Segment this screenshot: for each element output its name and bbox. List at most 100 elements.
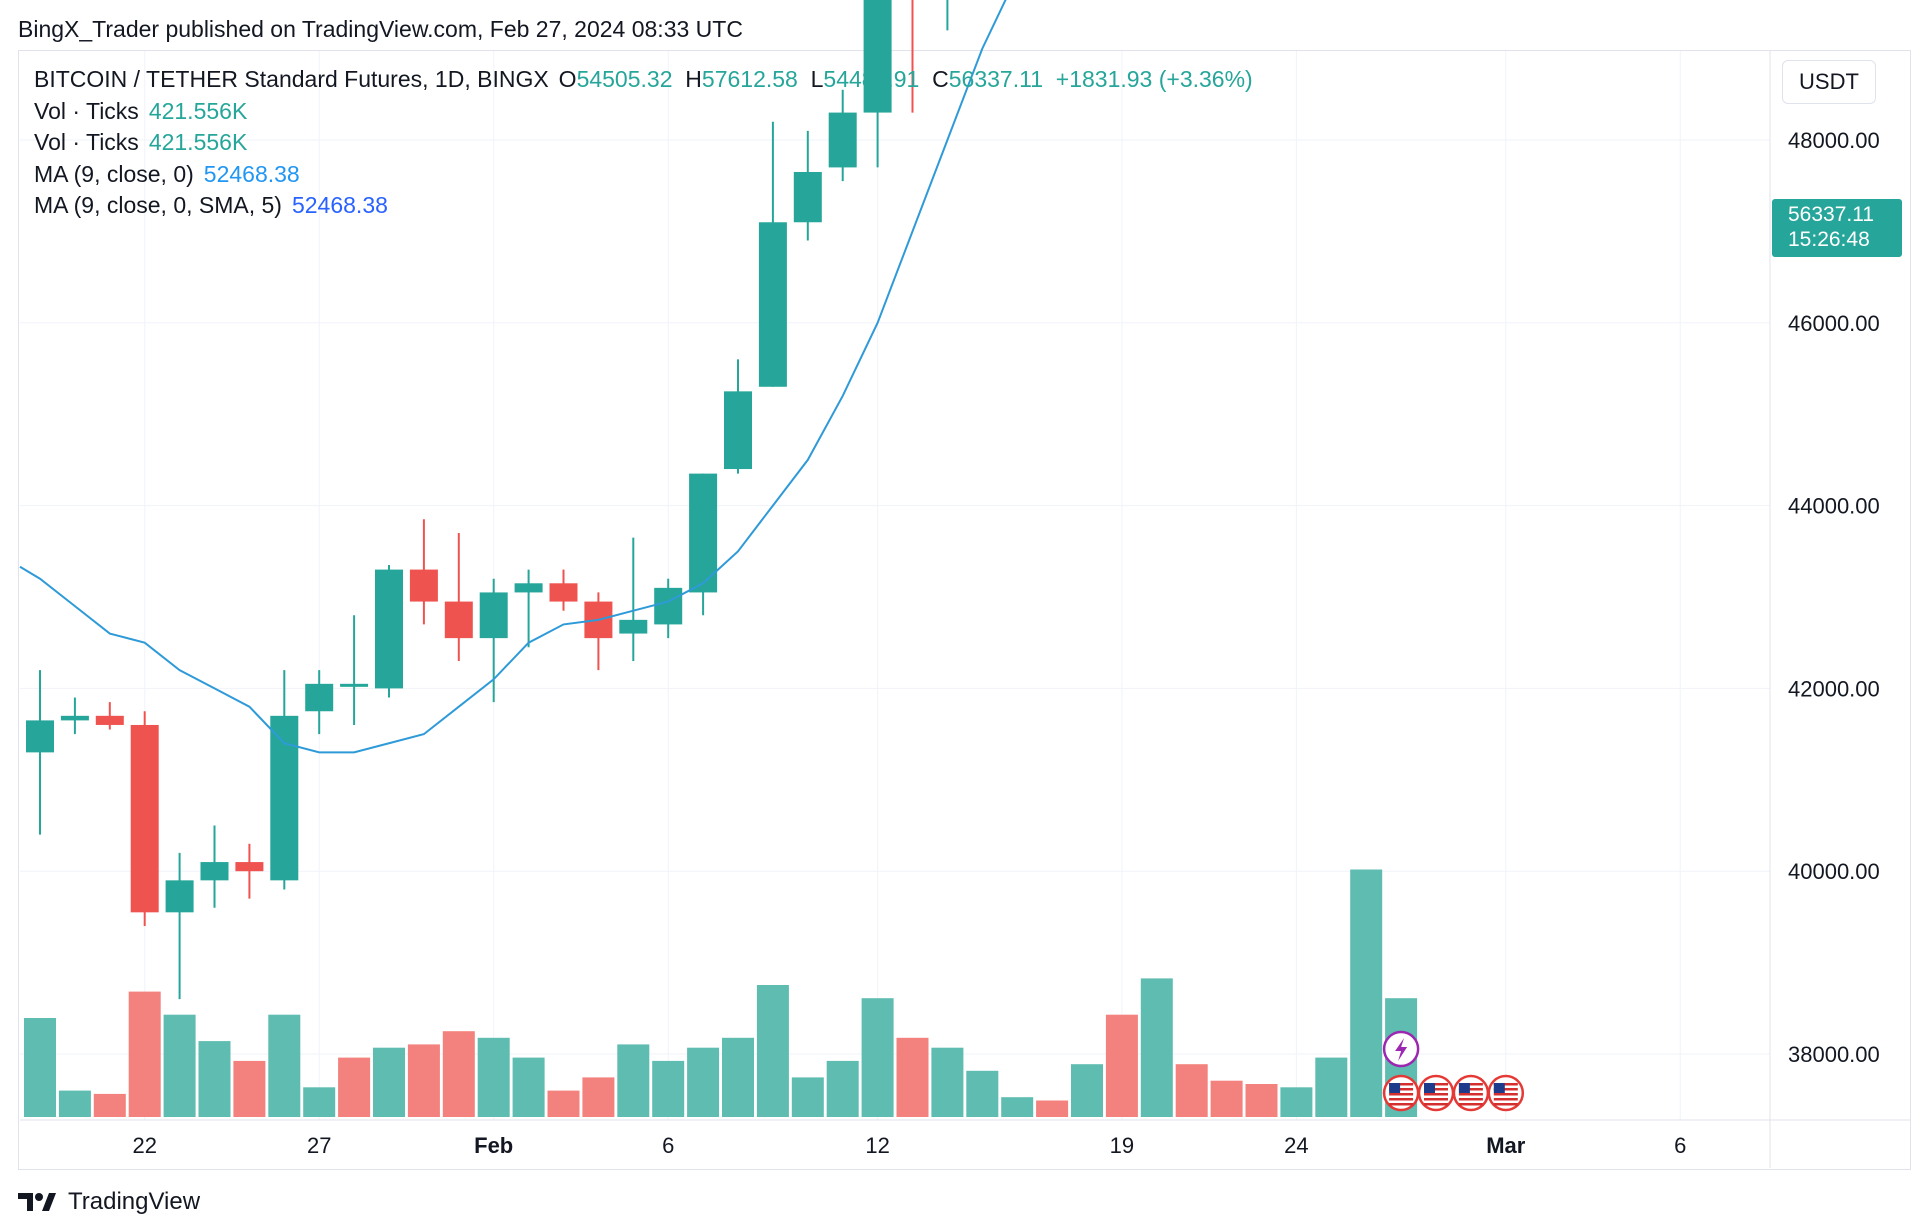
volume-bar <box>1036 1100 1069 1117</box>
candle <box>828 89 857 182</box>
y-tick-label: 38000.00 <box>1788 1042 1880 1067</box>
lightning-bolt <box>1395 1038 1408 1061</box>
x-tick-label: 27 <box>307 1133 331 1158</box>
x-tick-label: 22 <box>132 1133 156 1158</box>
flag-canton <box>1389 1083 1401 1093</box>
y-tick-label: 44000.00 <box>1788 494 1880 519</box>
flag-stripe <box>1458 1093 1483 1096</box>
high-value: 57612.58 <box>701 66 798 92</box>
currency-selector[interactable]: USDT <box>1782 60 1876 104</box>
change-value: +1831.93 (+3.36%) <box>1055 66 1253 92</box>
candle <box>793 130 822 241</box>
volume-bar <box>1315 1057 1348 1117</box>
tradingview-logo-icon <box>18 1193 56 1211</box>
ma-sma-value: 52468.38 <box>291 192 388 218</box>
candle <box>758 121 787 387</box>
flag-stripe <box>1493 1088 1518 1091</box>
ma-label: MA (9, close, 0) <box>34 160 194 187</box>
volume-bar <box>791 1077 824 1117</box>
flag-stripe <box>1424 1093 1448 1096</box>
y-tick-label: 42000.00 <box>1788 676 1880 701</box>
candle <box>340 615 369 725</box>
candle <box>305 670 334 735</box>
candle-body <box>479 592 508 639</box>
volume-bar <box>1001 1097 1034 1117</box>
candle <box>946 0 949 31</box>
us-flag-icon <box>1452 1074 1490 1112</box>
ma-value: 52468.38 <box>203 160 300 187</box>
volume-bar <box>1210 1080 1243 1117</box>
candle-body <box>793 171 822 223</box>
candle-body <box>654 587 683 625</box>
legend-ma-row-1[interactable]: MA (9, close, 0) 52468.38 <box>34 159 1253 191</box>
candle <box>95 702 124 730</box>
candle-body <box>689 473 718 593</box>
legend-volume-row-2[interactable]: Vol · Ticks 421.556K <box>34 127 1253 159</box>
y-tick-label: 46000.00 <box>1788 311 1880 336</box>
chart-legend: BITCOIN / TETHER Standard Futures, 1D, B… <box>34 64 1253 222</box>
lightning-icon <box>1382 1030 1420 1068</box>
volume-bar <box>268 1014 301 1117</box>
x-tick-label: 12 <box>865 1133 889 1158</box>
candle <box>863 0 892 168</box>
candle-body <box>270 715 299 881</box>
volume-bar <box>1175 1064 1208 1117</box>
legend-ohlc-row: BITCOIN / TETHER Standard Futures, 1D, B… <box>34 64 1253 96</box>
publisher-header: BingX_Trader published on TradingView.co… <box>18 16 743 42</box>
volume-bar <box>896 1037 929 1117</box>
volume-bar <box>1245 1084 1278 1117</box>
volume-bar <box>1140 978 1173 1117</box>
flag-stripe <box>1493 1098 1518 1101</box>
legend-ma-row-2[interactable]: MA (9, close, 0, SMA, 5) 52468.38 <box>34 190 1253 222</box>
flag-stripe <box>1424 1088 1448 1091</box>
low-label: L <box>810 66 824 92</box>
candle <box>619 537 648 661</box>
candle <box>235 843 264 899</box>
flag-stripe <box>1424 1103 1448 1106</box>
flag-stripe <box>1458 1088 1483 1091</box>
flag-canton <box>1493 1083 1505 1093</box>
candle-body <box>444 601 473 639</box>
volume-bar <box>826 1060 859 1117</box>
volume-label: Vol · Ticks <box>34 97 139 124</box>
volume-value: 421.556K <box>148 129 248 155</box>
flag-canton <box>1458 1083 1470 1093</box>
low-value: 54483.91 <box>823 66 920 92</box>
x-tick-label: Feb <box>474 1133 513 1158</box>
volume-bar <box>128 991 161 1117</box>
candle-body <box>130 724 159 913</box>
volume-bar <box>756 985 789 1117</box>
volume-bars <box>24 869 1418 1117</box>
candle-body <box>758 222 787 387</box>
candle-body <box>828 112 857 168</box>
flag-stripe <box>1493 1083 1518 1086</box>
candle-body <box>409 569 438 602</box>
x-tick-label: 24 <box>1284 1133 1308 1158</box>
candle-body <box>863 0 892 113</box>
tradingview-logo[interactable]: TradingView <box>18 1188 200 1216</box>
volume-bar <box>582 1077 615 1117</box>
event-markers <box>1382 1030 1525 1112</box>
symbol-title[interactable]: BITCOIN / TETHER Standard Futures, 1D, B… <box>34 66 549 92</box>
candle-body <box>26 720 54 753</box>
candle <box>724 359 752 474</box>
volume-bar <box>1350 869 1383 1117</box>
candle <box>444 533 473 661</box>
x-tick-label: 6 <box>1674 1133 1686 1158</box>
candle-body <box>165 880 194 913</box>
volume-bar <box>652 1060 685 1117</box>
volume-bar <box>1071 1064 1103 1117</box>
candle <box>60 697 89 735</box>
flag-stripe <box>1458 1083 1483 1086</box>
flag-stripe <box>1493 1093 1518 1096</box>
volume-bar <box>24 1018 56 1117</box>
volume-bar <box>233 1060 266 1117</box>
flag-stripe <box>1424 1098 1448 1101</box>
legend-volume-row-1[interactable]: Vol · Ticks 421.556K <box>34 96 1253 128</box>
candle <box>549 569 578 611</box>
chart-frame[interactable] <box>18 50 1911 1170</box>
volume-bar <box>338 1057 371 1117</box>
volume-bar <box>163 1014 196 1117</box>
x-tick-label: 6 <box>662 1133 674 1158</box>
